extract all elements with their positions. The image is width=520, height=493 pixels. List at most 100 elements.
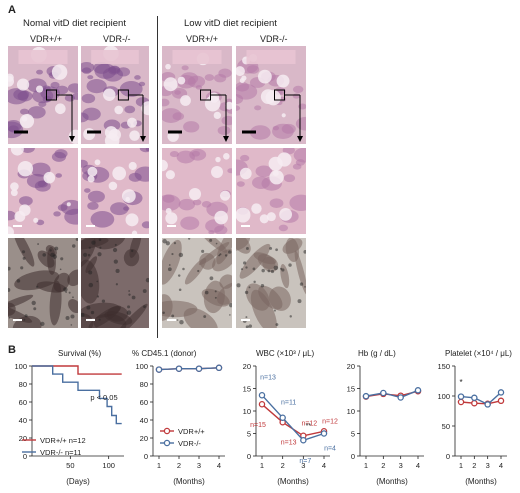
wbc-n-label-1: n=13: [260, 375, 276, 382]
y-tick-label-4-0: 0: [351, 452, 355, 461]
y-tick-label-2-4: 80: [140, 380, 148, 389]
y-tick-label-2-5: 100: [135, 362, 148, 371]
chart-title-2: % CD45.1 (donor): [132, 349, 197, 358]
x-tick-label-3-2: 3: [301, 461, 305, 470]
micrograph-r2-c3: [162, 148, 232, 234]
y-tick-label-4-4: 20: [347, 362, 355, 371]
y-tick-label-3-2: 10: [243, 407, 251, 416]
micrograph-r1-c3: [162, 46, 232, 144]
x-tick-label-1-0: 50: [66, 461, 74, 470]
cd45-legend-label-2: VDR-/-: [178, 439, 201, 448]
micrograph-r1-c2: [81, 46, 149, 144]
data-point-4-2-1: [362, 392, 370, 400]
y-tick-label-3-4: 20: [243, 362, 251, 371]
chart-title-4: Hb (g / dL): [358, 349, 396, 358]
x-axis-label-5: (Months): [465, 477, 497, 486]
x-tick-label-5-0: 1: [459, 461, 463, 470]
wbc-n-label-4: n=13: [281, 439, 297, 446]
y-tick-label-4-2: 10: [347, 407, 355, 416]
y-tick-label-2-1: 20: [140, 434, 148, 443]
data-point-3-2-2: [279, 414, 286, 422]
data-point-2-2-1: [155, 366, 163, 373]
cd45-legend-marker-2: [163, 439, 171, 447]
y-tick-label-1-1: 20: [19, 434, 27, 443]
y-tick-label-4-3: 15: [347, 385, 355, 394]
group-divider: [157, 16, 158, 338]
series-line-1-2: [32, 365, 122, 425]
chart-title-1: Survival (%): [58, 349, 101, 358]
y-tick-label-1-3: 60: [19, 398, 27, 407]
x-axis-label-1: (Days): [66, 477, 90, 486]
genotype-label-1: VDR+/+: [30, 34, 63, 44]
x-axis-label-3: (Months): [277, 477, 309, 486]
series-line-3-2: [261, 394, 325, 442]
y-tick-label-5-3: 150: [437, 362, 450, 371]
x-tick-label-4-0: 1: [364, 461, 368, 470]
micrograph-r1-c4: [236, 46, 306, 144]
x-tick-label-5-2: 3: [486, 461, 490, 470]
data-point-3-2-4: [320, 430, 328, 437]
platelet-significance: *: [459, 378, 462, 387]
data-point-4-2-3: [397, 394, 404, 401]
data-point-3-2-3: [300, 437, 307, 444]
genotype-label-3: VDR+/+: [186, 34, 219, 44]
y-tick-label-1-0: 0: [23, 452, 27, 461]
micrograph-r2-c4: [236, 148, 306, 234]
micrograph-r3-c1: [8, 238, 78, 328]
y-tick-label-1-2: 40: [19, 416, 27, 425]
x-tick-label-4-3: 4: [416, 461, 420, 470]
data-point-4-2-2: [380, 389, 387, 397]
micrograph-r3-c3: [162, 238, 232, 328]
p-value-annotation: p < 0.05: [90, 393, 117, 402]
y-tick-label-2-2: 40: [140, 416, 148, 425]
y-tick-label-5-2: 100: [437, 392, 450, 401]
group-left-title: Nomal vitD diet recipient: [23, 18, 126, 29]
data-point-3-1-1: [258, 401, 266, 408]
y-tick-label-1-5: 100: [14, 362, 27, 371]
x-tick-label-3-1: 2: [281, 461, 285, 470]
y-tick-label-3-0: 0: [247, 452, 251, 461]
data-point-5-2-3: [484, 401, 491, 408]
x-tick-label-2-3: 4: [217, 461, 221, 470]
micrograph-r2-c2: [81, 148, 149, 234]
y-tick-label-5-1: 50: [442, 422, 450, 431]
x-tick-label-2-1: 2: [177, 461, 181, 470]
x-axis-label-2: (Months): [173, 477, 205, 486]
wbc-n-label-7: n=12: [322, 419, 338, 426]
data-point-2-2-3: [195, 365, 203, 372]
survival-legend-label-2: VDR-/- n=11: [40, 448, 81, 457]
cd45-legend-label-1: VDR+/+: [178, 427, 205, 436]
panel-b-letter: B: [8, 344, 16, 356]
x-tick-label-4-2: 3: [399, 461, 403, 470]
chart-title-3: WBC (×10³ / μL): [256, 349, 315, 358]
wbc-n-label-5: n=12: [301, 420, 317, 427]
y-tick-label-2-3: 60: [140, 398, 148, 407]
y-tick-label-3-3: 15: [243, 385, 251, 394]
genotype-label-2: VDR-/-: [103, 34, 131, 44]
x-axis-label-4: (Months): [376, 477, 408, 486]
cd45-legend-marker-1: [163, 427, 171, 435]
y-tick-label-3-1: 5: [247, 430, 251, 439]
wbc-n-label-6: n=7: [299, 458, 311, 465]
y-tick-label-5-0: 0: [446, 452, 450, 461]
genotype-label-4: VDR-/-: [260, 34, 288, 44]
data-point-3-2-1: [258, 392, 266, 399]
x-tick-label-5-3: 4: [499, 461, 503, 470]
micrograph-r1-c1: [8, 46, 78, 144]
series-line-1-1: [32, 365, 122, 375]
x-tick-label-3-3: 4: [322, 461, 326, 470]
data-point-5-2-1: [457, 393, 465, 400]
data-point-5-1-4: [497, 397, 505, 405]
chart-title-5: Platelet (×10⁴ / μL): [445, 349, 512, 358]
y-tick-label-4-1: 5: [351, 430, 355, 439]
wbc-n-label-8: n=4: [324, 446, 336, 453]
data-point-2-2-2: [175, 365, 183, 372]
series-line-4-2: [365, 389, 419, 399]
x-tick-label-3-0: 1: [260, 461, 264, 470]
wbc-n-label-2: n=15: [250, 422, 266, 429]
series-line-5-1: [460, 400, 502, 405]
x-tick-label-5-1: 2: [472, 461, 476, 470]
x-tick-label-2-2: 3: [197, 461, 201, 470]
micrograph-r2-c1: [8, 148, 78, 234]
